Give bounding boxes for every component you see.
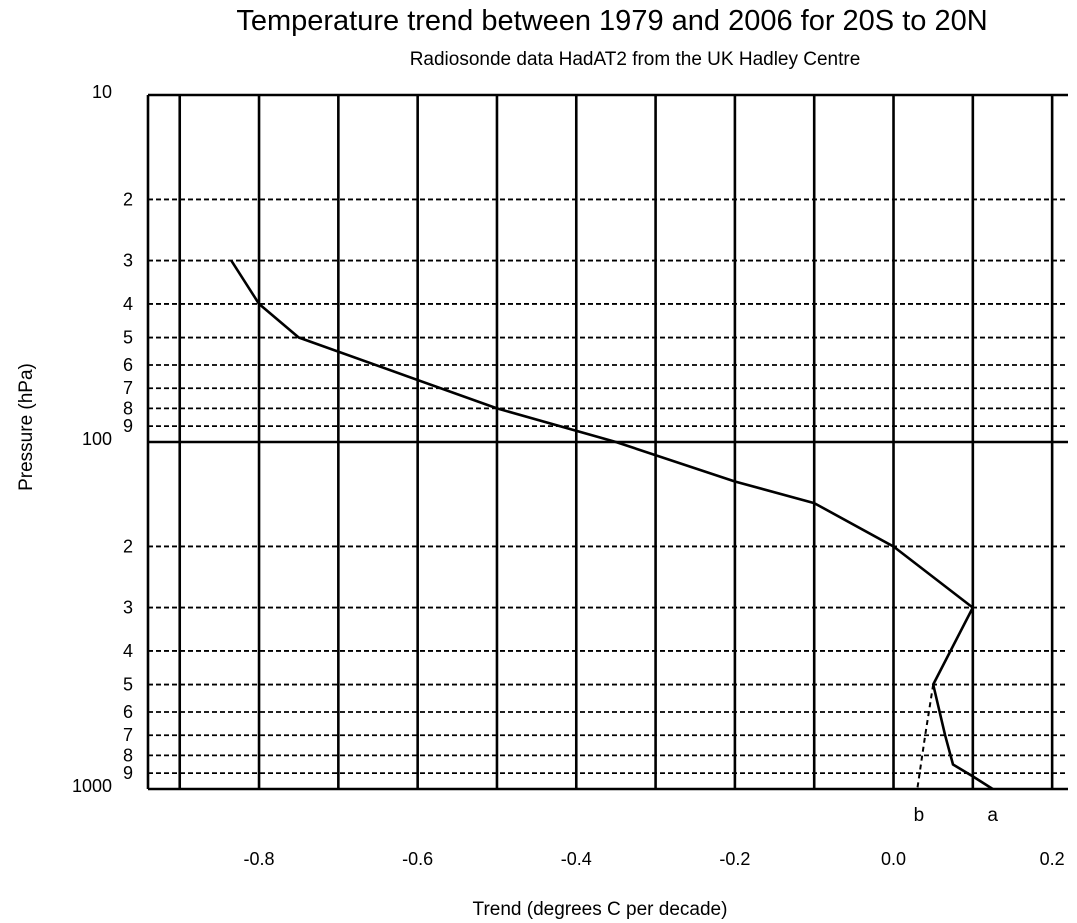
y-axis-label: Pressure (hPa) bbox=[16, 363, 37, 491]
y-minor-tick-label: 9 bbox=[123, 763, 133, 783]
series-labels: ab bbox=[914, 805, 999, 826]
series-line-a bbox=[230, 259, 994, 791]
y-minor-tick-label: 7 bbox=[123, 725, 133, 745]
x-tick-label: -0.6 bbox=[402, 849, 433, 869]
y-minor-tick-label: 5 bbox=[123, 328, 133, 348]
grid bbox=[146, 93, 1068, 791]
y-minor-tick-label: 3 bbox=[123, 251, 133, 271]
y-minor-tick-label: 9 bbox=[123, 416, 133, 436]
y-minor-tick-label: 5 bbox=[123, 675, 133, 695]
chart-subtitle: Radiosonde data HadAT2 from the UK Hadle… bbox=[410, 49, 861, 70]
chart-title: Temperature trend between 1979 and 2006 … bbox=[236, 5, 987, 37]
y-minor-tick-label: 4 bbox=[123, 641, 133, 661]
y-major-tick-label: 1000 bbox=[72, 776, 112, 796]
x-tick-label: 0.2 bbox=[1040, 849, 1065, 869]
y-minor-tick-label: 2 bbox=[123, 189, 133, 209]
x-tick-label: -0.4 bbox=[561, 849, 592, 869]
y-minor-tick-label: 6 bbox=[123, 702, 133, 722]
x-tick-label: -0.2 bbox=[719, 849, 750, 869]
y-minor-tick-label: 7 bbox=[123, 378, 133, 398]
series-group bbox=[230, 259, 994, 791]
y-minor-tick-label: 8 bbox=[123, 398, 133, 418]
y-minor-tick-label: 2 bbox=[123, 536, 133, 556]
y-minor-tick-label: 3 bbox=[123, 598, 133, 618]
y-minor-tick-label: 4 bbox=[123, 294, 133, 314]
x-tick-labels: -0.8 -0.6 -0.4 -0.2 0.0 0.2 bbox=[244, 849, 1065, 869]
series-label-b: b bbox=[914, 805, 925, 826]
x-axis-label: Trend (degrees C per decade) bbox=[473, 899, 728, 920]
y-major-tick-label: 10 bbox=[92, 82, 112, 102]
y-major-tick-label: 100 bbox=[82, 429, 112, 449]
x-tick-label: 0.0 bbox=[881, 849, 906, 869]
series-label-a: a bbox=[987, 805, 998, 826]
y-minor-tick-label: 8 bbox=[123, 745, 133, 765]
y-minor-tick-label: 6 bbox=[123, 355, 133, 375]
x-tick-label: -0.8 bbox=[244, 849, 275, 869]
